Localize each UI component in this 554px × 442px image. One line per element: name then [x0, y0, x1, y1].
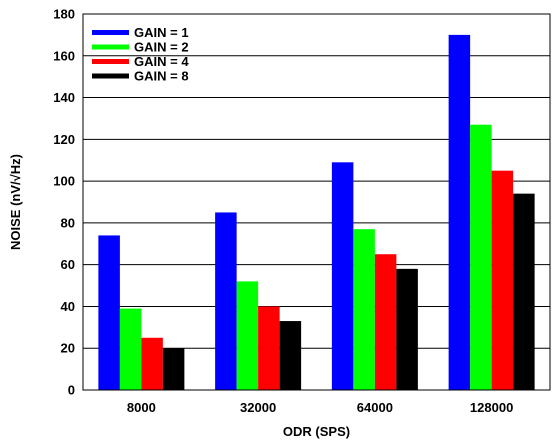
y-tick-label: 120	[53, 132, 75, 147]
bar	[448, 34, 471, 391]
y-tick-label: 60	[61, 257, 75, 272]
x-axis-ticks: 8000 32000 64000 128000	[127, 400, 513, 415]
bar	[374, 254, 397, 390]
bar	[470, 124, 492, 390]
bar	[331, 162, 354, 390]
y-tick-label: 40	[61, 299, 75, 314]
y-tick-label: 100	[53, 174, 75, 189]
legend-label: GAIN = 1	[134, 25, 189, 40]
bar	[236, 281, 259, 390]
legend-label: GAIN = 8	[134, 69, 189, 84]
x-tick-label: 32000	[240, 400, 276, 415]
bar	[215, 212, 237, 390]
legend-swatch	[92, 73, 129, 79]
y-tick-label: 0	[68, 383, 75, 398]
legend-swatch	[92, 59, 129, 64]
bar	[396, 268, 418, 390]
y-axis-label: NOISE (nV/√Hz)	[8, 154, 23, 250]
y-tick-label: 20	[61, 341, 75, 356]
plot-frame	[82, 13, 551, 391]
legend-label: GAIN = 2	[134, 40, 189, 55]
bar	[513, 193, 535, 390]
gridlines	[83, 55, 550, 349]
y-tick-label: 140	[53, 90, 75, 105]
legend-swatch	[92, 44, 129, 50]
bar	[98, 235, 120, 390]
y-tick-label: 80	[61, 215, 75, 230]
bar	[258, 306, 280, 390]
x-tick-label: 64000	[357, 400, 393, 415]
x-tick-label: 8000	[127, 400, 156, 415]
bar	[353, 229, 375, 390]
bars	[98, 34, 535, 391]
legend-label: GAIN = 4	[134, 54, 189, 69]
bar	[162, 348, 185, 390]
bar	[491, 170, 514, 390]
legend-swatch	[92, 30, 129, 35]
y-axis-ticks: 0 20 40 60 80 100 120 140 160 180	[53, 7, 75, 398]
y-tick-label: 160	[53, 48, 75, 63]
x-tick-label: 128000	[470, 400, 513, 415]
bar	[119, 308, 142, 390]
y-tick-label: 180	[53, 7, 75, 22]
bar	[279, 321, 302, 390]
bar	[141, 337, 163, 390]
x-axis-label: ODR (SPS)	[283, 424, 350, 439]
